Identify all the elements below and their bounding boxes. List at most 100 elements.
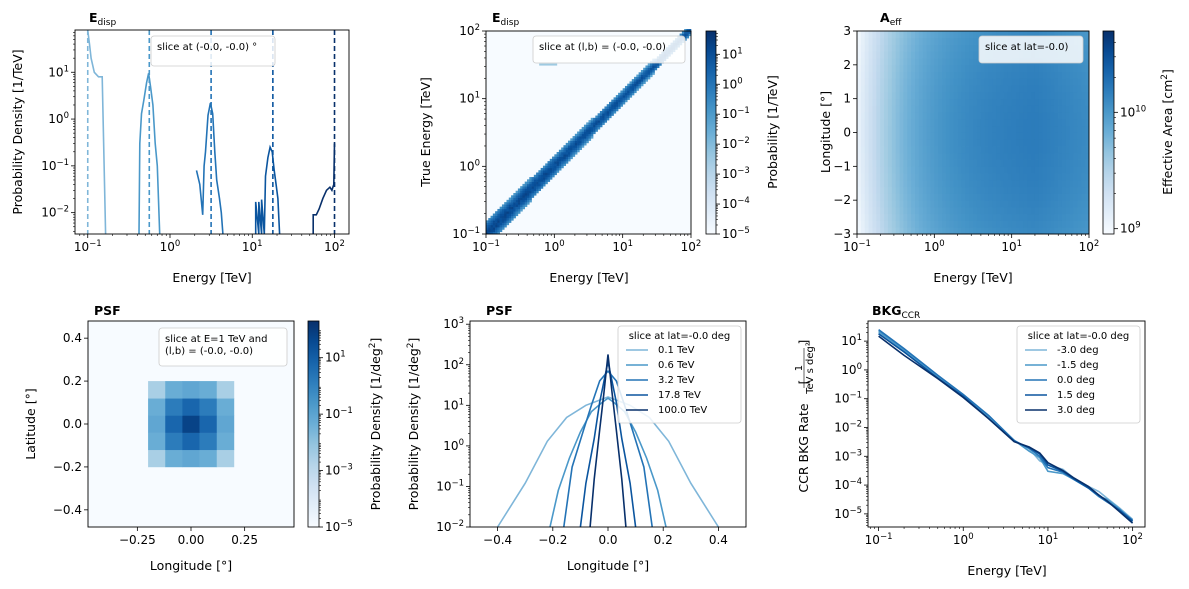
- edisp-pixel: [547, 179, 551, 182]
- aeff-pixel: [907, 213, 912, 221]
- aeff-pixel: [1069, 206, 1074, 215]
- edisp-pixel: [492, 222, 496, 226]
- aeff-pixel: [884, 159, 889, 167]
- aeff-pixel: [1081, 166, 1086, 174]
- edisp-pixel: [581, 140, 585, 144]
- aeff-pixel: [864, 186, 869, 194]
- aeff-pixel: [969, 78, 974, 86]
- aeff-pixel: [984, 200, 989, 208]
- psf1d-frame: [469, 320, 747, 528]
- aeff-pixel: [1054, 118, 1059, 127]
- aeff-pixel: [949, 125, 955, 133]
- aeff-pixel: [1000, 186, 1005, 194]
- bkg-ylabel-main: CCR BKG Rate: [796, 403, 811, 493]
- edisp2d-title: Edisp: [492, 10, 519, 28]
- aeff-ytick-label-1-base: −2: [833, 193, 851, 207]
- edisp-pixel: [517, 188, 521, 192]
- aeff-pixel: [949, 206, 955, 215]
- aeff-pixel: [1081, 152, 1086, 160]
- aeff-pixel: [957, 31, 962, 39]
- aeff-pixel: [1042, 64, 1047, 72]
- aeff-pixel: [1042, 105, 1047, 113]
- aeff-pixel: [965, 31, 970, 39]
- edisp-pixel: [609, 113, 612, 116]
- edisp-pixel: [504, 218, 507, 221]
- aeff-pixel: [899, 193, 904, 201]
- aeff-pixel: [961, 58, 966, 66]
- aeff-pixel: [860, 78, 866, 86]
- psf2d-ytick-label-1-base: −0.2: [53, 460, 82, 474]
- aeff-pixel: [1077, 125, 1082, 133]
- aeff-pixel: [922, 85, 927, 93]
- aeff-pixel: [860, 146, 866, 154]
- psf2d-ytick-label-4-base: 0.4: [63, 331, 82, 345]
- aeff-pixel: [903, 37, 908, 45]
- aeff-pixel: [926, 64, 931, 72]
- aeff-pixel: [1061, 146, 1067, 154]
- aeff-pixel: [926, 179, 931, 188]
- aeff-pixel: [953, 159, 958, 167]
- aeff-pixel: [926, 213, 931, 221]
- aeff-pixel: [934, 125, 939, 133]
- edisp-pixel: [638, 85, 642, 89]
- edisp-pixel: [554, 163, 557, 166]
- aeff-pixel: [1015, 152, 1020, 160]
- aeff-pixel: [942, 227, 947, 235]
- aeff-pixel: [907, 132, 912, 140]
- aeff-pixel: [1065, 85, 1071, 93]
- aeff-pixel: [868, 44, 873, 52]
- aeff-pixel: [1069, 78, 1074, 86]
- aeff-pixel: [1046, 91, 1051, 100]
- aeff-pixel: [1031, 91, 1036, 100]
- aeff-pixel: [1061, 105, 1067, 113]
- edisp-pixel: [499, 206, 503, 210]
- aeff-pixel: [945, 85, 951, 93]
- psf-pixel: [182, 398, 200, 416]
- aeff-pixel: [864, 91, 869, 100]
- edisp2d-cb-tick-label-5: 100: [722, 76, 743, 91]
- edisp-pixel: [524, 197, 528, 201]
- aeff-pixel: [980, 105, 985, 113]
- edisp-pixel: [533, 193, 537, 196]
- edisp-pixel: [563, 149, 567, 153]
- aeff-pixel: [857, 159, 862, 167]
- psf1d-ytick-label-5: 103: [443, 316, 464, 331]
- aeff-pixel: [857, 166, 862, 174]
- aeff-pixel: [1031, 105, 1036, 113]
- aeff-pixel: [872, 173, 877, 181]
- aeff-pixel: [1015, 159, 1020, 167]
- aeff-pixel: [857, 37, 862, 45]
- aeff-pixel: [949, 58, 955, 66]
- aeff-pixel: [1085, 105, 1090, 113]
- edisp-pixel: [527, 186, 530, 189]
- aeff-pixel: [1000, 132, 1005, 140]
- psf1d-xtick-label-2-base: 0.0: [598, 533, 617, 547]
- psf1d-legend-box: [617, 325, 742, 424]
- edisp-pixel: [647, 63, 651, 66]
- aeff-pixel: [1058, 193, 1063, 201]
- aeff-pixel: [953, 98, 958, 106]
- edisp-pixel: [686, 31, 690, 34]
- aeff-pixel: [918, 166, 924, 174]
- edisp-pixel: [554, 161, 557, 164]
- aeff-pixel: [934, 186, 939, 194]
- aeff-cb-tick-label-1-base: 10: [1120, 105, 1135, 119]
- aeff-pixel: [918, 44, 924, 52]
- aeff-pixel: [887, 200, 893, 208]
- aeff-pixel: [918, 146, 924, 154]
- aeff-pixel: [953, 112, 958, 120]
- aeff-pixel: [1081, 105, 1086, 113]
- aeff-pixel: [1027, 159, 1032, 167]
- aeff-pixel: [922, 159, 927, 167]
- aeff-pixel: [938, 91, 943, 100]
- aeff-pixel: [973, 51, 978, 59]
- aeff-pixel: [1073, 71, 1078, 79]
- aeff-pixel: [907, 51, 912, 59]
- edisp-pixel: [611, 106, 614, 110]
- edisp-series-2: [195, 102, 224, 234]
- aeff-pixel: [961, 44, 966, 52]
- aeff-pixel: [887, 98, 893, 106]
- aeff-pixel: [1015, 64, 1020, 72]
- aeff-pixel: [1054, 105, 1059, 113]
- edisp-pixel: [565, 154, 569, 157]
